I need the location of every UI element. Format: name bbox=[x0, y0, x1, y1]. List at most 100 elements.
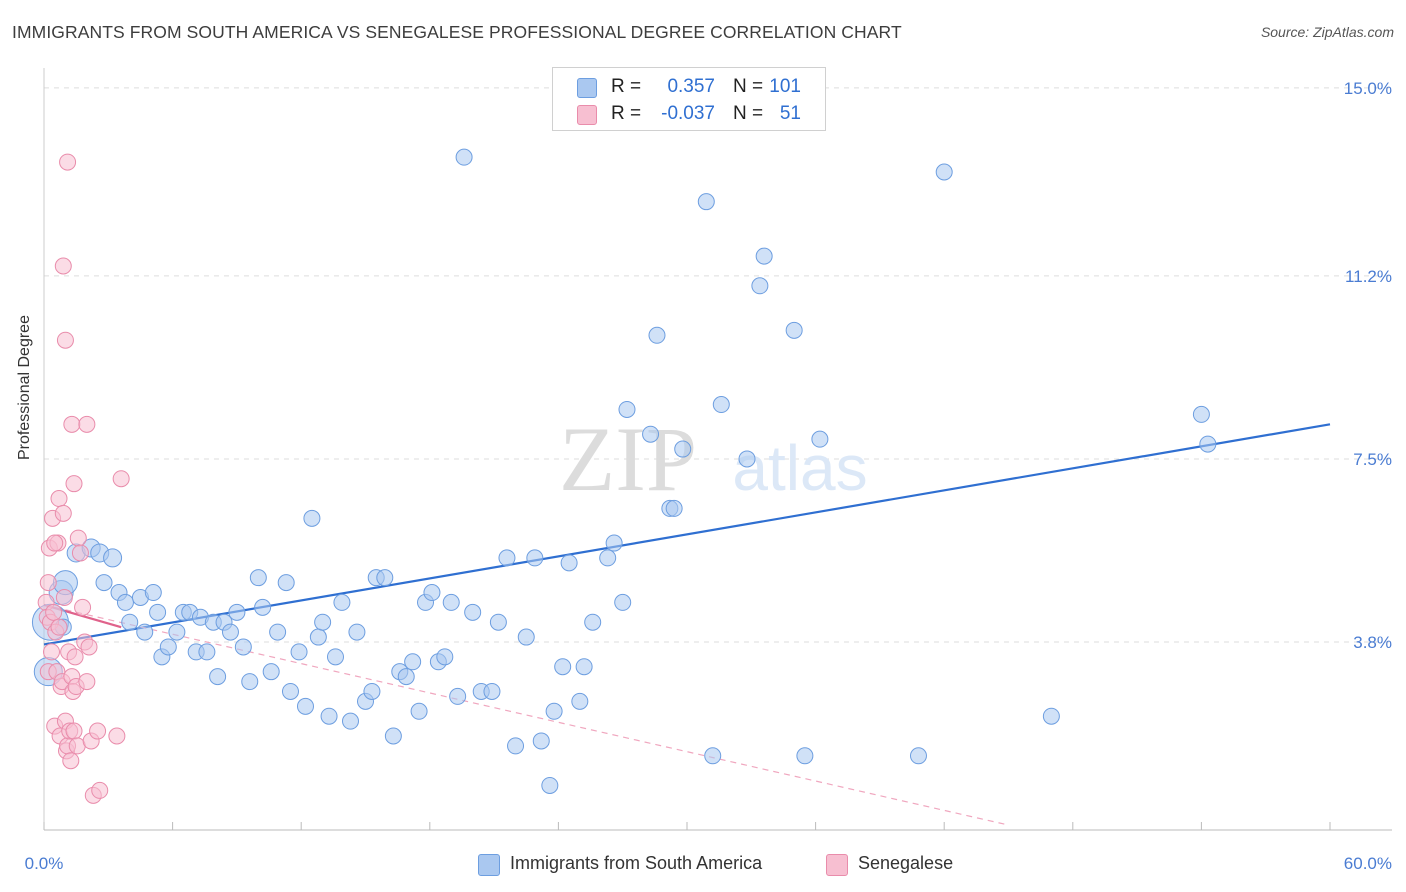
point-senegalese bbox=[71, 544, 89, 562]
point-south-america bbox=[149, 603, 167, 621]
point-senegalese bbox=[54, 257, 72, 275]
point-south-america bbox=[697, 193, 715, 211]
point-south-america bbox=[262, 663, 280, 681]
point-senegalese bbox=[78, 673, 96, 691]
point-south-america bbox=[410, 702, 428, 720]
point-south-america bbox=[116, 593, 134, 611]
point-south-america bbox=[935, 163, 953, 181]
point-south-america bbox=[326, 648, 344, 666]
point-senegalese bbox=[56, 331, 74, 349]
point-south-america bbox=[198, 643, 216, 661]
watermark-zip: ZIP bbox=[559, 408, 697, 510]
point-senegalese bbox=[112, 470, 130, 488]
point-south-america bbox=[811, 430, 829, 448]
point-senegalese bbox=[50, 618, 68, 636]
point-south-america bbox=[599, 549, 617, 567]
point-south-america bbox=[648, 326, 666, 344]
y-tick-label: 3.8% bbox=[1353, 633, 1392, 652]
point-south-america bbox=[103, 548, 123, 568]
tick-labels: 3.8% 7.5% 11.2% 15.0% 0.0% 60.0% bbox=[25, 79, 1392, 873]
watermark-atlas: atlas bbox=[732, 432, 867, 504]
point-senegalese bbox=[78, 415, 96, 433]
point-senegalese bbox=[108, 727, 126, 745]
r-value: 0.357 bbox=[667, 76, 715, 97]
point-senegalese bbox=[59, 153, 77, 171]
point-south-america bbox=[209, 668, 227, 686]
point-south-america bbox=[712, 396, 730, 414]
point-south-america bbox=[281, 682, 299, 700]
point-south-america bbox=[614, 593, 632, 611]
point-south-america bbox=[785, 321, 803, 339]
n-label: N = bbox=[733, 103, 764, 124]
legend-swatch-pink bbox=[577, 105, 597, 125]
point-south-america bbox=[249, 569, 267, 587]
source-credit: Source: ZipAtlas.com bbox=[1260, 24, 1394, 40]
point-south-america bbox=[144, 584, 162, 602]
point-south-america bbox=[642, 425, 660, 443]
point-south-america bbox=[1199, 435, 1217, 453]
y-tick-label: 7.5% bbox=[1353, 450, 1392, 469]
legend-swatch-blue bbox=[577, 78, 597, 98]
n-value: 51 bbox=[779, 103, 801, 124]
x-tick-label: 0.0% bbox=[25, 854, 64, 873]
point-south-america bbox=[159, 638, 177, 656]
point-south-america bbox=[618, 400, 636, 418]
point-senegalese bbox=[55, 588, 73, 606]
point-south-america bbox=[376, 569, 394, 587]
point-south-america bbox=[363, 682, 381, 700]
point-south-america bbox=[121, 613, 139, 631]
point-senegalese bbox=[91, 781, 109, 799]
point-senegalese bbox=[89, 722, 107, 740]
point-south-america bbox=[314, 613, 332, 631]
point-senegalese bbox=[66, 648, 84, 666]
point-south-america bbox=[348, 623, 366, 641]
legend-label: Immigrants from South America bbox=[510, 853, 763, 873]
point-south-america bbox=[455, 148, 473, 166]
point-south-america bbox=[517, 628, 535, 646]
r-label: R = bbox=[611, 103, 642, 124]
r-label: R = bbox=[611, 76, 642, 97]
point-south-america bbox=[397, 668, 415, 686]
legend-swatch-blue bbox=[478, 854, 500, 876]
chart-title: IMMIGRANTS FROM SOUTH AMERICA VS SENEGAL… bbox=[12, 22, 902, 42]
n-label: N = bbox=[733, 76, 764, 97]
grid-lines bbox=[44, 87, 1392, 643]
point-senegalese bbox=[69, 529, 87, 547]
point-south-america bbox=[423, 584, 441, 602]
point-senegalese bbox=[74, 598, 92, 616]
x-tick-label: 60.0% bbox=[1344, 854, 1392, 873]
point-south-america bbox=[755, 247, 773, 265]
point-south-america bbox=[751, 277, 769, 295]
point-senegalese bbox=[45, 603, 63, 621]
point-senegalese bbox=[50, 490, 68, 508]
point-south-america bbox=[341, 712, 359, 730]
point-south-america bbox=[241, 673, 259, 691]
point-south-america bbox=[333, 593, 351, 611]
point-south-america bbox=[290, 643, 308, 661]
point-senegalese bbox=[63, 415, 81, 433]
point-south-america bbox=[442, 593, 460, 611]
point-south-america bbox=[277, 574, 295, 592]
point-south-america bbox=[384, 727, 402, 745]
axes bbox=[43, 68, 1392, 831]
data-points bbox=[31, 148, 1217, 804]
point-south-america bbox=[168, 623, 186, 641]
point-south-america bbox=[498, 549, 516, 567]
point-south-america bbox=[320, 707, 338, 725]
point-south-america bbox=[584, 613, 602, 631]
point-south-america bbox=[404, 653, 422, 671]
legend-label: Senegalese bbox=[858, 853, 954, 873]
point-south-america bbox=[560, 554, 578, 572]
point-south-america bbox=[95, 574, 113, 592]
point-south-america bbox=[436, 648, 454, 666]
point-senegalese bbox=[62, 752, 80, 770]
point-south-america bbox=[575, 658, 593, 676]
point-senegalese bbox=[39, 574, 57, 592]
y-tick-label: 15.0% bbox=[1344, 79, 1392, 98]
point-south-america bbox=[449, 687, 467, 705]
point-south-america bbox=[796, 747, 814, 765]
r-value: -0.037 bbox=[661, 103, 715, 124]
point-senegalese bbox=[65, 475, 83, 493]
point-south-america bbox=[554, 658, 572, 676]
